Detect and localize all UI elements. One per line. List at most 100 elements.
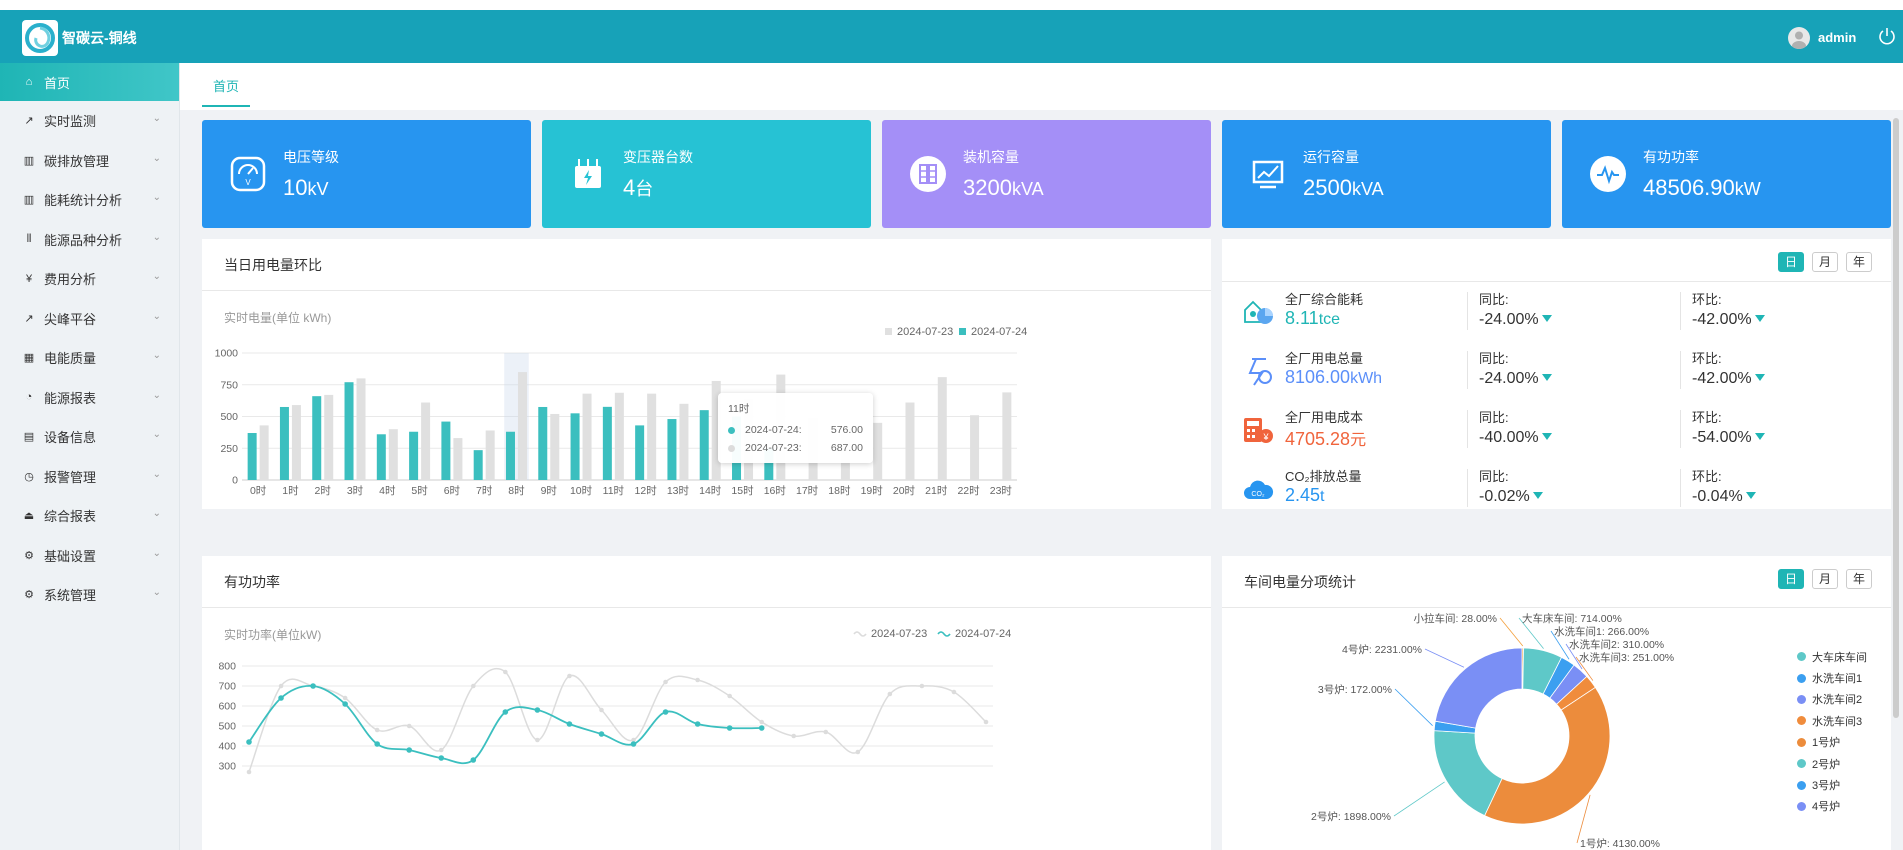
sidebar-item-label: 设备信息 [44, 430, 97, 446]
x-tick-label: 18时 [828, 485, 851, 497]
sidebar-item-power-quality[interactable]: ▦ 电能质量 ⌄ [0, 338, 179, 378]
sidebar-item-label: 尖峰平谷 [44, 311, 97, 327]
sidebar-item-cost[interactable]: ¥ 费用分析 ⌄ [0, 259, 179, 299]
workshop-donut-chart[interactable]: 小拉车间: 28.00% 大车床车间: 714.00%水洗车间1: 266.00%… [1222, 556, 1782, 850]
y-tick-label: 600 [218, 701, 236, 713]
legend-label: 2024-07-23 [871, 628, 927, 640]
bar-2024-07-24 [635, 425, 645, 480]
sidebar-item-carbon[interactable]: ▥ 碳排放管理 ⌄ [0, 141, 179, 181]
period-toggle: 日 月 年 [1778, 569, 1872, 589]
y-tick-label: 700 [218, 681, 236, 693]
period-day-button[interactable]: 日 [1778, 569, 1804, 589]
data-point-2024-07-23 [695, 677, 700, 683]
data-point-2024-07-23 [887, 691, 893, 697]
y-tick-label: 1000 [215, 348, 239, 360]
kpi-value: 10kV [283, 175, 329, 200]
chart-tooltip: 11时 2024-07-24: 576.00 2024-07-23: 687.0… [718, 393, 873, 463]
legend-marker [1797, 694, 1806, 704]
legend-label: 1号炉 [1812, 737, 1841, 750]
legend-marker [1797, 652, 1806, 662]
chevron-down-icon: ⌄ [152, 587, 161, 598]
pie-legend-item[interactable]: 水洗车间2 [1797, 689, 1867, 710]
bar-2024-07-24 [764, 448, 774, 480]
sidebar-item-label: 首页 [44, 75, 71, 91]
stat-name: 全厂综合能耗 [1285, 292, 1364, 307]
bar-2024-07-23 [647, 393, 657, 480]
pie-legend: 大车床车间 水洗车间1 水洗车间2 水洗车间3 1号炉 2号炉 3号炉 4号炉 [1797, 646, 1867, 817]
data-point-2024-07-24 [278, 695, 284, 701]
pie-legend-item[interactable]: 水洗车间3 [1797, 710, 1867, 731]
yoy-label: 同比: [1479, 351, 1509, 366]
bar-2024-07-23 [873, 422, 883, 480]
period-year-button[interactable]: 年 [1846, 252, 1872, 272]
pie-legend-item[interactable]: 水洗车间1 [1797, 667, 1867, 688]
sidebar-item-report[interactable]: ⏏ 综合报表 ⌄ [0, 496, 179, 536]
pie-legend-item[interactable]: 1号炉 [1797, 732, 1867, 753]
slice-label: 水洗车间3: 251.00% [1579, 651, 1674, 664]
chevron-down-icon: ⌄ [152, 429, 161, 440]
daily-energy-bar-chart[interactable]: 0 250 500 750 1000 0时 1时 2时 3时 4时 5时 6时 7时 8时 9时 10时 11时… [202, 239, 1211, 509]
active-power-line-chart[interactable]: 300 400 500 600 700 800 2024-07-23 2024-07-24 [202, 556, 1211, 850]
x-tick-label: 21时 [925, 485, 948, 497]
sidebar-item-energy-report[interactable]: ◔ 能源报表 ⌄ [0, 378, 179, 418]
bar-2024-07-23 [324, 394, 334, 480]
x-tick-label: 22时 [957, 485, 980, 497]
period-month-button[interactable]: 月 [1812, 252, 1838, 272]
data-point-2024-07-24 [502, 709, 509, 715]
bar-2024-07-24 [376, 434, 386, 480]
power-icon[interactable] [1877, 26, 1897, 46]
yoy-label: 同比: [1479, 469, 1509, 484]
x-tick-label: 2时 [315, 485, 332, 497]
tab-home[interactable]: 首页 [202, 76, 250, 107]
sidebar-item-energy-types[interactable]: ⫴ 能源品种分析 ⌄ [0, 220, 179, 260]
series-marker [728, 444, 735, 452]
bar-2024-07-23 [356, 378, 366, 480]
x-tick-label: 3时 [347, 485, 364, 497]
arrow-down-icon [1541, 374, 1552, 381]
stat-value: 2.45t [1285, 485, 1325, 505]
data-point-2024-07-23 [599, 707, 604, 713]
pie-legend-item[interactable]: 2号炉 [1797, 753, 1867, 774]
data-point-2024-07-23 [567, 673, 572, 679]
user-icon [1792, 31, 1806, 49]
period-day-button[interactable]: 日 [1778, 252, 1804, 272]
sidebar-item-basic-settings[interactable]: ⚙ 基础设置 ⌄ [0, 536, 179, 576]
mom-label: 环比: [1692, 410, 1722, 425]
pie-legend-item[interactable]: 3号炉 [1797, 774, 1867, 795]
legend-label: 水洗车间3 [1812, 715, 1863, 728]
user-avatar[interactable] [1788, 27, 1810, 49]
pie-legend-item[interactable]: 大车床车间 [1797, 646, 1867, 667]
sidebar-item-system[interactable]: ⚙ 系统管理 ⌄ [0, 575, 179, 615]
sidebar-item-device-info[interactable]: ▤ 设备信息 ⌄ [0, 417, 179, 457]
pulse-icon [1590, 156, 1626, 192]
sidebar-item-alarm[interactable]: ◷ 报警管理 ⌄ [0, 457, 179, 497]
period-month-button[interactable]: 月 [1812, 569, 1838, 589]
slice-leader-line [1499, 617, 1524, 647]
pie-legend-item[interactable]: 4号炉 [1797, 796, 1867, 817]
period-year-button[interactable]: 年 [1846, 569, 1872, 589]
sidebar: ⌂ 首页 ↗ 实时监测 ⌄ ▥ 碳排放管理 ⌄ ▥ 能耗统计分析 ⌄ ⫴ 能源品… [0, 63, 180, 850]
sidebar-item-peak-valley[interactable]: ↗ 尖峰平谷 ⌄ [0, 299, 179, 339]
tooltip-row-label: 2024-07-23: [745, 442, 802, 454]
tab-bar: 首页 [180, 63, 1903, 110]
page-scrollbar[interactable] [1893, 118, 1899, 718]
bar-2024-07-24 [247, 433, 257, 480]
tooltip-row-value: 576.00 [830, 424, 863, 436]
sidebar-item-home[interactable]: ⌂ 首页 [0, 63, 179, 101]
data-point-2024-07-23 [951, 689, 957, 695]
user-name[interactable]: admin [1818, 30, 1857, 45]
data-point-2024-07-24 [630, 741, 637, 747]
bar-2024-07-23 [550, 413, 560, 480]
x-tick-label: 8时 [508, 485, 525, 497]
data-point-2024-07-23 [663, 679, 668, 685]
mom-value: -54.00% [1692, 429, 1765, 447]
kpi-card-voltage: V 电压等级 10kV [202, 120, 531, 228]
sidebar-item-realtime[interactable]: ↗ 实时监测 ⌄ [0, 101, 179, 141]
app-logo [22, 20, 58, 56]
kpi-label: 有功功率 [1643, 149, 1699, 165]
bar-2024-07-24 [505, 431, 515, 480]
sidebar-item-energy-stats[interactable]: ▥ 能耗统计分析 ⌄ [0, 180, 179, 220]
grid-icon: ▦ [23, 352, 35, 365]
svg-text:¥: ¥ [1262, 432, 1269, 442]
kpi-value: 3200kVA [963, 175, 1044, 200]
